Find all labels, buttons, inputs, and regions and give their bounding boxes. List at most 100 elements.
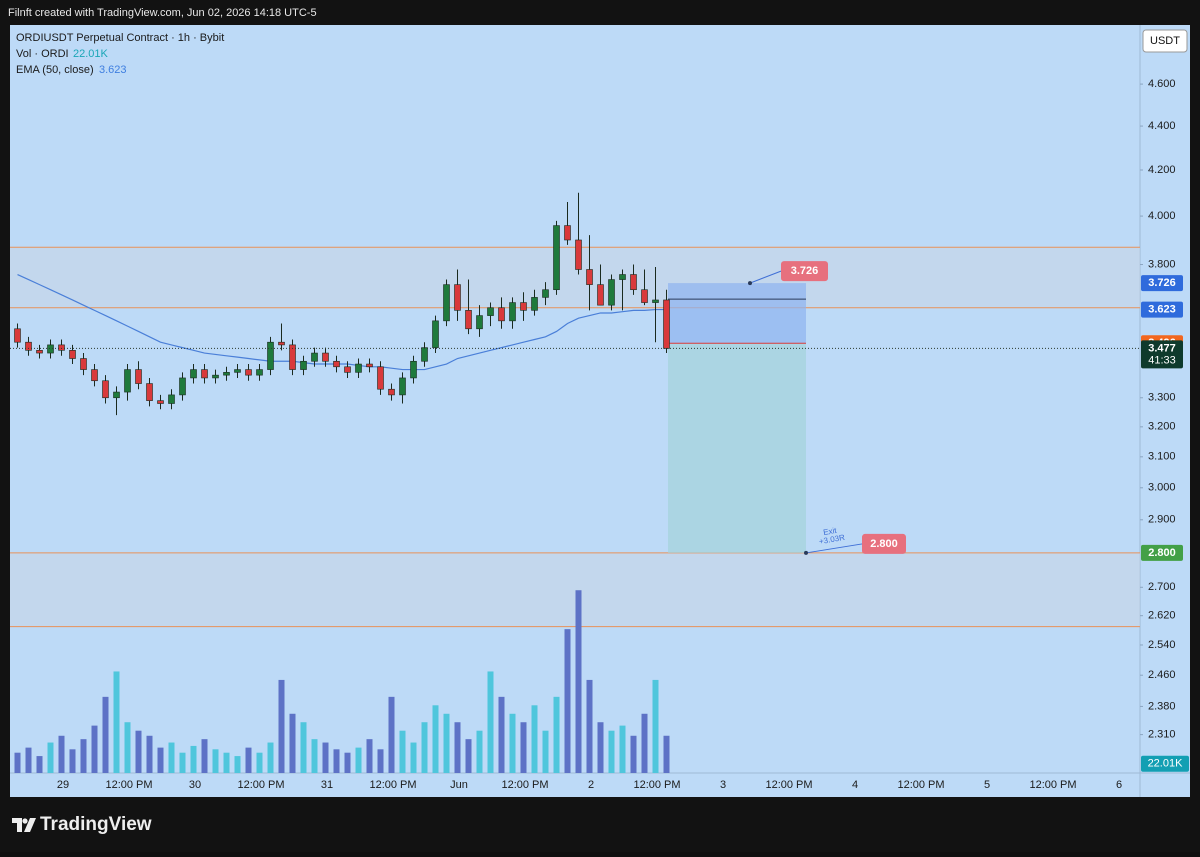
candle-body bbox=[267, 341, 274, 370]
y-tick-label: 2.310 bbox=[1148, 729, 1176, 741]
candle-body bbox=[245, 369, 252, 376]
y-tick-label: 2.380 bbox=[1148, 700, 1176, 712]
candle-body bbox=[465, 310, 472, 330]
candle-body bbox=[454, 284, 461, 311]
x-tick-label: 12:00 PM bbox=[1029, 779, 1076, 791]
volume-bar bbox=[113, 671, 120, 773]
candle-body bbox=[586, 269, 593, 285]
volume-bar bbox=[498, 696, 505, 773]
volume-bar bbox=[597, 722, 604, 773]
volume-bar bbox=[443, 713, 450, 773]
zone bbox=[10, 247, 1140, 308]
volume-bar bbox=[410, 742, 417, 773]
volume-bar bbox=[80, 739, 87, 773]
x-tick-label: Jun bbox=[450, 779, 468, 791]
candle-body bbox=[278, 341, 285, 346]
volume-bar bbox=[102, 696, 109, 773]
candle-body bbox=[36, 350, 43, 354]
price-tag bbox=[1141, 340, 1183, 369]
price-tag bbox=[1141, 275, 1183, 292]
price-tag-label: 3.477 bbox=[1148, 342, 1176, 354]
x-tick-label: 5 bbox=[984, 779, 990, 791]
target-label-box bbox=[862, 533, 906, 554]
volume-bar bbox=[487, 671, 494, 773]
candle-body bbox=[377, 366, 384, 390]
logo: TradingView bbox=[12, 814, 152, 835]
legend-title: ORDIUSDT Perpetual Contract · 1h · Bybit bbox=[16, 32, 224, 44]
candle-body bbox=[223, 372, 230, 376]
price-tag bbox=[1141, 301, 1183, 318]
volume-bar bbox=[300, 722, 307, 773]
candle-body bbox=[663, 299, 670, 349]
y-tick-label: 4.600 bbox=[1148, 78, 1176, 90]
candle-body bbox=[388, 388, 395, 396]
volume-bar bbox=[91, 725, 98, 773]
price-tag-label: 3.623 bbox=[1148, 303, 1176, 315]
x-tick-label: 12:00 PM bbox=[105, 779, 152, 791]
candle-body bbox=[509, 302, 516, 322]
volume-bar bbox=[14, 752, 21, 773]
volume-bar bbox=[234, 756, 241, 773]
volume-bar bbox=[454, 722, 461, 773]
y-tick-label: 2.900 bbox=[1148, 514, 1176, 526]
volume-bar bbox=[553, 696, 560, 773]
volume-bar bbox=[311, 739, 318, 773]
volume-bar bbox=[47, 742, 54, 773]
candle-body bbox=[124, 369, 131, 393]
candle-body bbox=[311, 352, 318, 362]
x-tick-label: 6 bbox=[1116, 779, 1122, 791]
candle-body bbox=[630, 274, 637, 291]
zone bbox=[10, 552, 1140, 627]
candle-body bbox=[619, 274, 626, 280]
volume-bar bbox=[190, 745, 197, 773]
volume-bar bbox=[36, 756, 43, 773]
candle-body bbox=[58, 344, 65, 351]
y-tick-label: 3.000 bbox=[1148, 482, 1176, 494]
exit-r: +3.03R bbox=[818, 533, 845, 546]
legend-value: 3.623 bbox=[99, 64, 127, 76]
volume-bar bbox=[278, 679, 285, 773]
candle-body bbox=[498, 307, 505, 322]
candle-body bbox=[14, 328, 21, 343]
x-tick-label: 12:00 PM bbox=[897, 779, 944, 791]
price-tag bbox=[1141, 544, 1183, 561]
candle-body bbox=[399, 377, 406, 396]
candle-body bbox=[91, 369, 98, 382]
x-tick-label: 12:00 PM bbox=[237, 779, 284, 791]
y-tick-label: 3.200 bbox=[1148, 421, 1176, 433]
candle-body bbox=[355, 363, 362, 373]
y-tick-label: 4.000 bbox=[1148, 210, 1176, 222]
candle-body bbox=[179, 377, 186, 396]
candle-body bbox=[641, 289, 648, 303]
legend-label: Vol · ORDI bbox=[16, 48, 69, 60]
candle-body bbox=[476, 315, 483, 330]
candle-body bbox=[575, 239, 582, 270]
volume-bar bbox=[531, 705, 538, 773]
price-axis bbox=[1140, 25, 1190, 773]
candle-body bbox=[553, 225, 560, 291]
volume-bar bbox=[124, 722, 131, 773]
candle-body bbox=[608, 279, 615, 306]
x-tick-label: 30 bbox=[189, 779, 201, 791]
volume-bar bbox=[212, 749, 219, 773]
candle-body bbox=[366, 363, 373, 368]
volume-bar bbox=[652, 679, 659, 773]
volume-bar bbox=[267, 742, 274, 773]
currency-button[interactable] bbox=[1142, 29, 1188, 53]
candle-body bbox=[289, 344, 296, 370]
volume-bar bbox=[179, 752, 186, 773]
volume-bar bbox=[355, 747, 362, 773]
candle-body bbox=[168, 394, 175, 404]
exit-text: Exit bbox=[823, 526, 838, 537]
anchor bbox=[804, 550, 808, 555]
y-tick-label: 4.200 bbox=[1148, 164, 1176, 176]
header-text: Filnft created with TradingView.com, Jun… bbox=[8, 7, 317, 19]
candle-body bbox=[201, 369, 208, 379]
volume-bar bbox=[399, 730, 406, 773]
connector bbox=[805, 543, 863, 554]
volume-bar bbox=[322, 742, 329, 773]
candle-body bbox=[443, 284, 450, 322]
volume-bar bbox=[25, 747, 32, 773]
volume-bar bbox=[520, 722, 527, 773]
